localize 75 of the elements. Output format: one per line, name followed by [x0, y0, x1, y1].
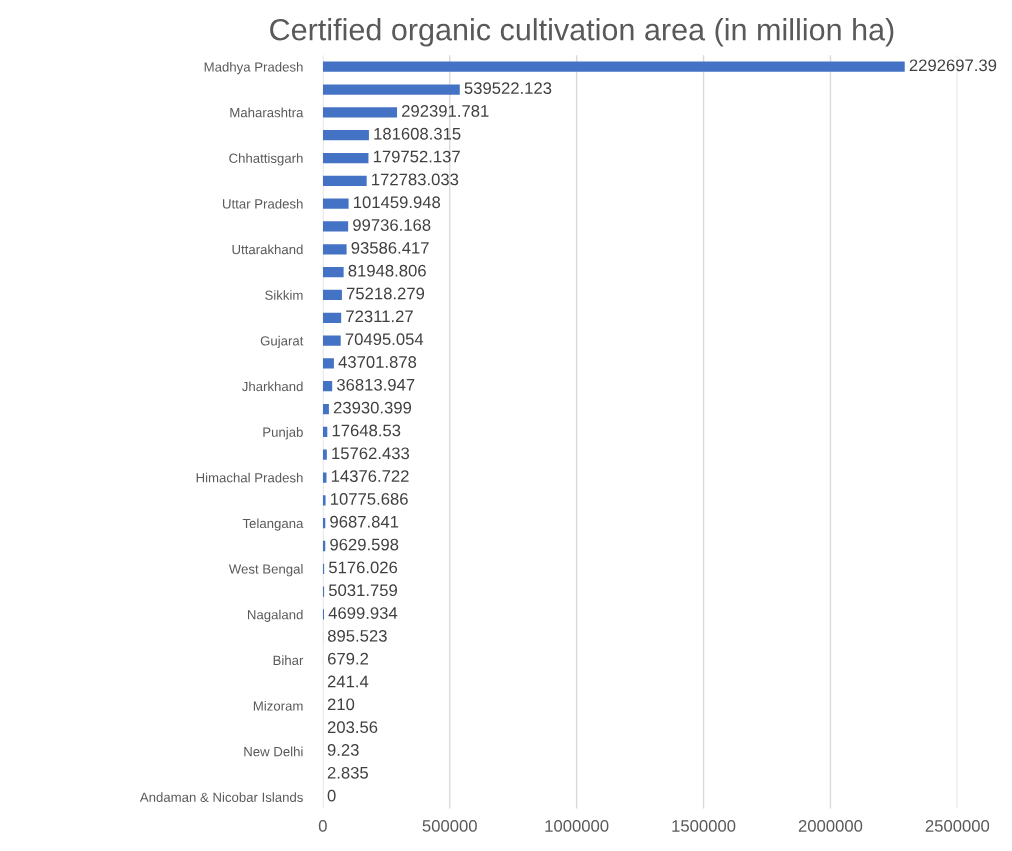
data-label: 75218.279	[346, 287, 425, 300]
data-label: 181608.315	[374, 127, 461, 140]
data-label: 210	[327, 698, 355, 711]
data-label: 93586.417	[351, 241, 429, 254]
x-tick-label: 2500000	[925, 820, 990, 832]
data-label: 72311.27	[346, 310, 413, 323]
y-tick-label: Telangana	[242, 518, 304, 531]
bar	[322, 335, 341, 346]
data-label: 2.835	[327, 766, 368, 779]
bar	[322, 107, 398, 118]
y-tick-label: Uttar Pradesh	[223, 198, 303, 209]
bar	[322, 495, 326, 506]
data-label: 895.523	[327, 629, 387, 642]
x-tick-label: 1500000	[672, 820, 736, 832]
data-label: 81948.806	[348, 264, 426, 277]
bar	[322, 198, 349, 209]
chart-title: Certified organic cultivation area (in million ha)	[270, 18, 894, 47]
y-tick-label: Nagaland	[247, 609, 303, 622]
data-label: 23930.399	[333, 401, 412, 414]
data-label: 9.23	[327, 744, 359, 756]
data-label: 539522.123	[464, 82, 552, 95]
data-label: 241.4	[327, 675, 369, 688]
y-tick-label: Mizoram	[253, 700, 303, 711]
x-tick-label: 0	[318, 820, 327, 832]
data-label: 0	[327, 789, 336, 802]
data-label: 101459.948	[354, 196, 441, 209]
data-label: 172783.033	[372, 173, 459, 186]
data-label: 17648.53	[332, 424, 401, 437]
data-label: 10775.686	[331, 493, 408, 505]
bar	[322, 130, 369, 141]
y-tick-label: Chhattisgarh	[229, 153, 303, 166]
y-tick-label: Bihar	[273, 655, 304, 666]
x-tick-label: 1000000	[545, 820, 609, 832]
data-label: 203.56	[327, 721, 378, 734]
x-tick-label: 2000000	[798, 820, 863, 832]
data-label: 43701.878	[338, 356, 417, 368]
bar	[322, 61, 905, 72]
data-label: 4699.934	[328, 607, 398, 619]
y-tick-label: Andaman & Nicobar Islands	[139, 792, 303, 802]
y-tick-label: Jharkhand	[241, 381, 303, 392]
bar	[322, 358, 334, 369]
data-label: 679.2	[328, 652, 369, 665]
data-label: 14376.722	[331, 470, 409, 482]
data-label: 15762.433	[332, 447, 410, 460]
y-tick-label: New Delhi	[244, 746, 303, 757]
bar	[322, 221, 349, 232]
data-label: 36813.947	[336, 378, 415, 391]
data-label: 9687.841	[330, 515, 399, 528]
bar	[322, 403, 329, 415]
y-tick-label: West Bengal	[228, 564, 303, 577]
x-tick-label: 500000	[422, 820, 477, 832]
data-label: 5176.026	[328, 561, 398, 574]
data-label: 9629.598	[330, 538, 399, 551]
data-label: 2292697.39	[909, 59, 997, 72]
bar	[322, 175, 367, 186]
y-tick-label: Sikkim	[265, 290, 303, 300]
y-tick-label: Uttarakhand	[232, 244, 303, 255]
data-label: 179752.137	[373, 150, 460, 163]
bar	[322, 266, 344, 278]
bar	[322, 312, 342, 323]
data-label: 5031.759	[328, 584, 397, 597]
bar	[322, 449, 327, 460]
bar	[322, 84, 460, 95]
y-tick-label: Madhya Pradesh	[204, 61, 303, 75]
bar	[322, 244, 347, 255]
bar	[322, 152, 369, 164]
y-tick-label: Gujarat	[260, 335, 304, 349]
data-label: 292391.781	[402, 105, 489, 117]
bar	[322, 381, 333, 392]
data-label: 99736.168	[353, 219, 431, 231]
data-label: 70495.054	[345, 333, 424, 346]
bar	[322, 289, 342, 301]
y-tick-label: Himachal Pradesh	[196, 472, 303, 483]
y-tick-label: Maharashtra	[230, 107, 304, 118]
y-tick-label: Punjab	[263, 427, 303, 440]
